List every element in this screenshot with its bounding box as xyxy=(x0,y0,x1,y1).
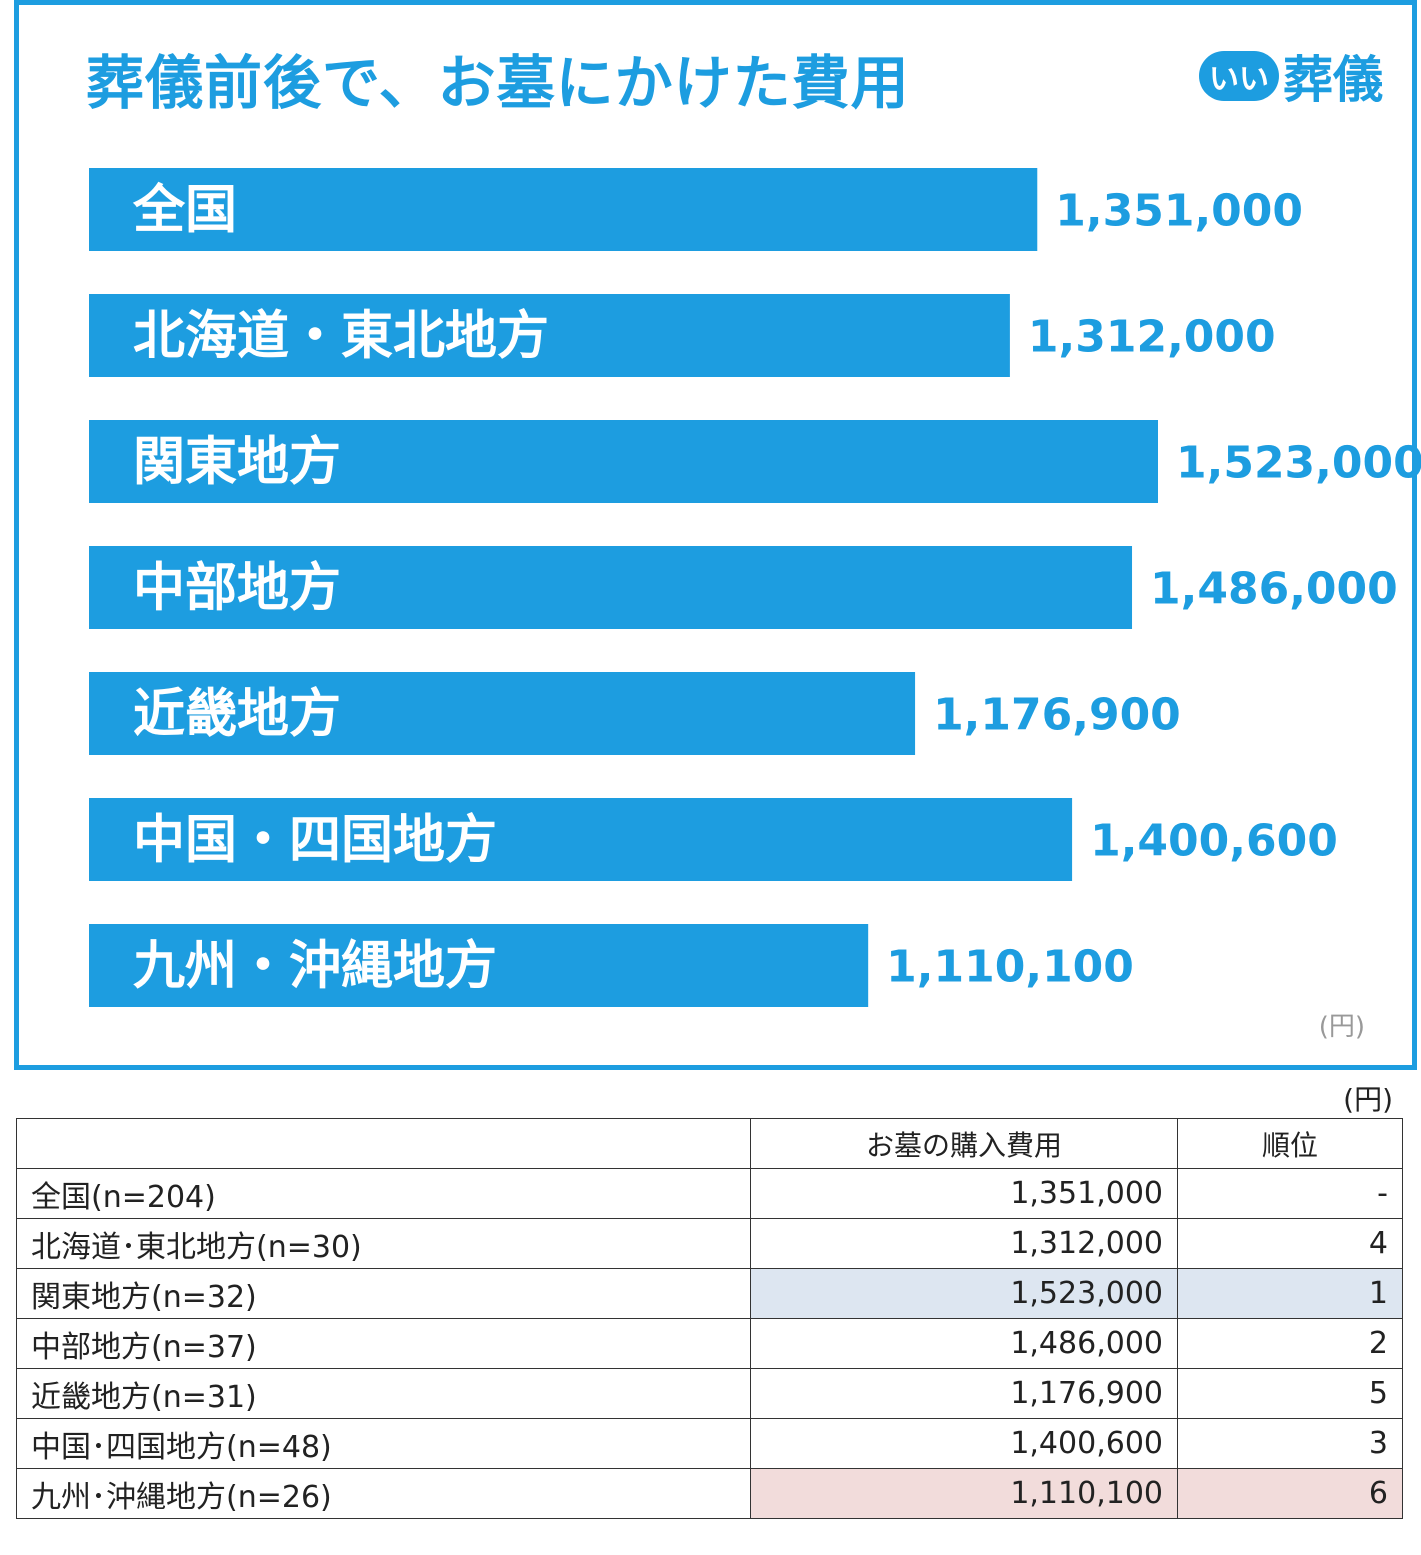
bar xyxy=(89,546,1133,629)
cost-cell: 1,486,000 xyxy=(750,1318,1178,1369)
rank-cell: 3 xyxy=(1177,1418,1403,1469)
rank-cell: 6 xyxy=(1177,1468,1403,1519)
cost-cell: 1,400,600 xyxy=(750,1418,1178,1469)
table-header-row: お墓の購入費用 順位 xyxy=(16,1118,1403,1169)
table-row: 全国(n=204) 1,351,000- xyxy=(16,1168,1403,1219)
region-cell: 近畿地方(n=31) xyxy=(16,1368,751,1419)
bar-category-label: 九州・沖縄地方 xyxy=(133,937,497,997)
region-cell: 九州･沖縄地方(n=26) xyxy=(16,1468,751,1519)
bar xyxy=(89,924,869,1007)
cost-cell: 1,351,000 xyxy=(750,1168,1178,1219)
table-row: 近畿地方(n=31) 1,176,900 5 xyxy=(16,1368,1403,1419)
bar xyxy=(89,168,1038,251)
table-row: 中部地方(n=37) 1,486,000 2 xyxy=(16,1318,1403,1369)
bar-value-label: 1,312,000 xyxy=(1028,312,1276,363)
cost-cell: 1,176,900 xyxy=(750,1368,1178,1419)
rank-cell: 5 xyxy=(1177,1368,1403,1419)
table-row: 北海道･東北地方(n=30) 1,312,000 4 xyxy=(16,1218,1403,1269)
cost-cell: 1,523,000 xyxy=(750,1268,1178,1319)
table-row: 関東地方(n=32) 1,523,000 1 xyxy=(16,1268,1403,1319)
bar-value-label: 1,400,600 xyxy=(1090,816,1338,867)
bar-value-label: 1,110,100 xyxy=(886,942,1134,993)
rank-cell: 2 xyxy=(1177,1318,1403,1369)
table-unit-label: (円) xyxy=(1343,1083,1393,1116)
header-rank: 順位 xyxy=(1177,1118,1403,1169)
brand-word: 葬儀 xyxy=(1283,51,1383,109)
bar-category-label: 中国・四国地方 xyxy=(133,811,497,871)
region-cell: 中部地方(n=37) xyxy=(16,1318,751,1369)
bar-category-label: 全国 xyxy=(132,181,237,241)
bar-category-label: 北海道・東北地方 xyxy=(133,307,549,367)
header-cost: お墓の購入費用 xyxy=(750,1118,1178,1169)
bar xyxy=(89,672,916,755)
bar-value-label: 1,523,000 xyxy=(1176,438,1421,489)
table-row: 中国･四国地方(n=48) 1,400,600 3 xyxy=(16,1418,1403,1469)
bar-chart: 全国 1,351,000 北海道・東北地方 1,312,000 関東地方 1,523,00… xyxy=(89,168,1421,1007)
cost-cell: 1,312,000 xyxy=(750,1218,1178,1269)
bar xyxy=(89,420,1158,503)
region-cell: 中国･四国地方(n=48) xyxy=(16,1418,751,1469)
data-table: お墓の購入費用 順位 全国(n=204) 1,351,000- 北海道･東北地方(n… xyxy=(16,1118,1403,1519)
bar-value-label: 1,176,900 xyxy=(933,690,1181,741)
bar-value-label: 1,486,000 xyxy=(1150,564,1398,615)
region-cell: 関東地方(n=32) xyxy=(16,1268,751,1319)
bar xyxy=(89,294,1010,377)
bar-category-label: 関東地方 xyxy=(133,433,341,493)
rank-cell: 1 xyxy=(1177,1268,1403,1319)
brand-badge: いい xyxy=(1199,51,1279,101)
rank-cell: - xyxy=(1177,1168,1403,1219)
region-cell: 全国(n=204) xyxy=(16,1168,751,1219)
cost-cell: 1,110,100 xyxy=(750,1468,1178,1519)
chart-title: 葬儀前後で、お墓にかけた費用 xyxy=(86,49,910,117)
rank-cell: 4 xyxy=(1177,1218,1403,1269)
brand-logo: いい 葬儀 xyxy=(1199,40,1383,112)
bar-category-label: 近畿地方 xyxy=(133,685,341,745)
header-region xyxy=(16,1118,751,1169)
region-cell: 北海道･東北地方(n=30) xyxy=(16,1218,751,1269)
chart-unit-label: (円) xyxy=(1318,1012,1365,1042)
bar-value-label: 1,351,000 xyxy=(1055,186,1303,237)
bar-category-label: 中部地方 xyxy=(133,559,341,619)
bar xyxy=(89,798,1073,881)
table-row: 九州･沖縄地方(n=26) 1,110,100 6 xyxy=(16,1468,1403,1519)
